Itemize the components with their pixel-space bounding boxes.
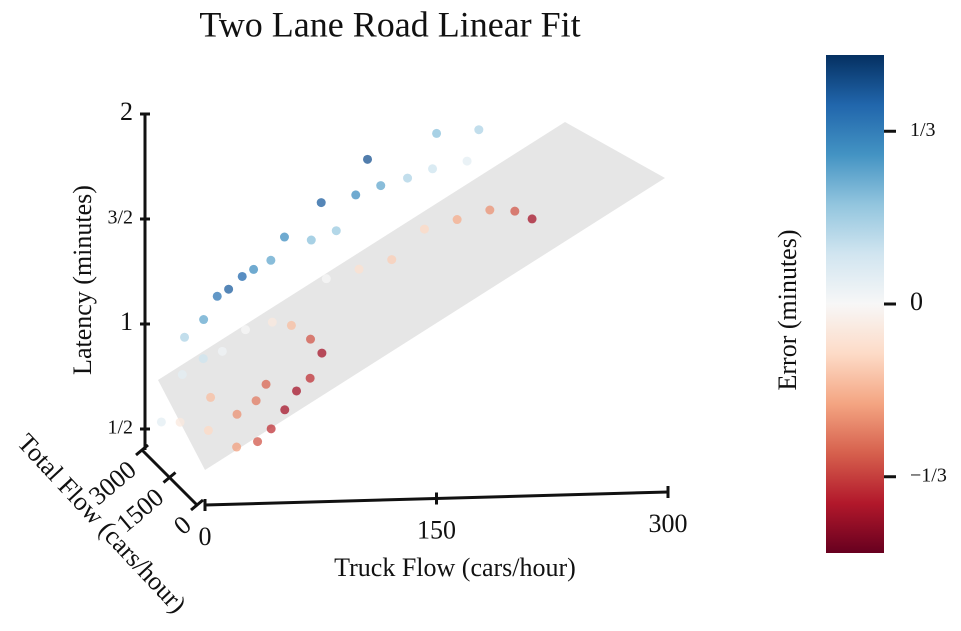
point [175, 417, 185, 427]
point [261, 379, 271, 389]
points [156, 125, 537, 452]
point [249, 264, 259, 274]
point [316, 198, 326, 208]
colorbar-tick-label: −1/3 [910, 464, 947, 486]
point [305, 373, 315, 383]
point [428, 164, 438, 174]
point [485, 205, 495, 215]
point [266, 255, 276, 265]
chart-title: Two Lane Road Linear Fit [199, 4, 580, 44]
point [403, 173, 413, 183]
colorbar [826, 55, 884, 553]
y-axis-label: Total Flow (cars/hour) [12, 428, 193, 619]
point [432, 128, 442, 138]
point [253, 437, 263, 447]
point [267, 317, 277, 327]
point [527, 214, 537, 224]
point [321, 274, 331, 284]
z-tick-label: 1/2 [107, 417, 133, 439]
colorbar-tick-label: 0 [910, 287, 923, 316]
point [280, 405, 290, 415]
z-tick-label: 1 [120, 307, 133, 336]
point [266, 424, 276, 434]
point [331, 226, 341, 236]
point [286, 320, 296, 330]
point [376, 181, 386, 191]
point [199, 315, 209, 325]
point [177, 370, 187, 380]
point [237, 271, 247, 281]
point [212, 291, 222, 301]
point [317, 348, 327, 358]
point [232, 409, 242, 419]
colorbar-label: Error (minutes) [773, 229, 802, 390]
y-tick [190, 498, 204, 512]
x-axis-label: Truck Flow (cars/hour) [334, 553, 576, 582]
point [462, 156, 472, 166]
point [224, 284, 234, 294]
point [203, 425, 213, 435]
point [419, 224, 429, 234]
point [510, 206, 520, 216]
point [354, 264, 364, 274]
fit-plane [158, 122, 665, 470]
point [387, 255, 397, 265]
x-tick-label: 150 [417, 515, 456, 544]
z-tick-label: 3/2 [107, 207, 133, 229]
point [251, 396, 261, 406]
point [452, 215, 462, 225]
x-tick-label: 0 [199, 522, 212, 551]
x-tick-label: 300 [649, 509, 688, 538]
point [279, 232, 289, 242]
point [156, 417, 166, 427]
point [292, 386, 302, 396]
y-tick [162, 471, 177, 484]
point [474, 125, 484, 135]
colorbar-tick-label: 1/3 [910, 119, 936, 141]
point [206, 392, 216, 402]
point [241, 325, 250, 335]
point [180, 332, 190, 342]
point [306, 334, 316, 344]
z-tick-label: 2 [120, 97, 133, 126]
point [198, 354, 208, 364]
point [351, 190, 361, 200]
point [363, 154, 373, 164]
y-tick [135, 443, 149, 457]
z-axis-label: Latency (minutes) [68, 185, 97, 375]
point [217, 346, 227, 356]
point [306, 235, 316, 245]
point [232, 442, 242, 452]
y-tick-label: 0 [168, 510, 197, 541]
